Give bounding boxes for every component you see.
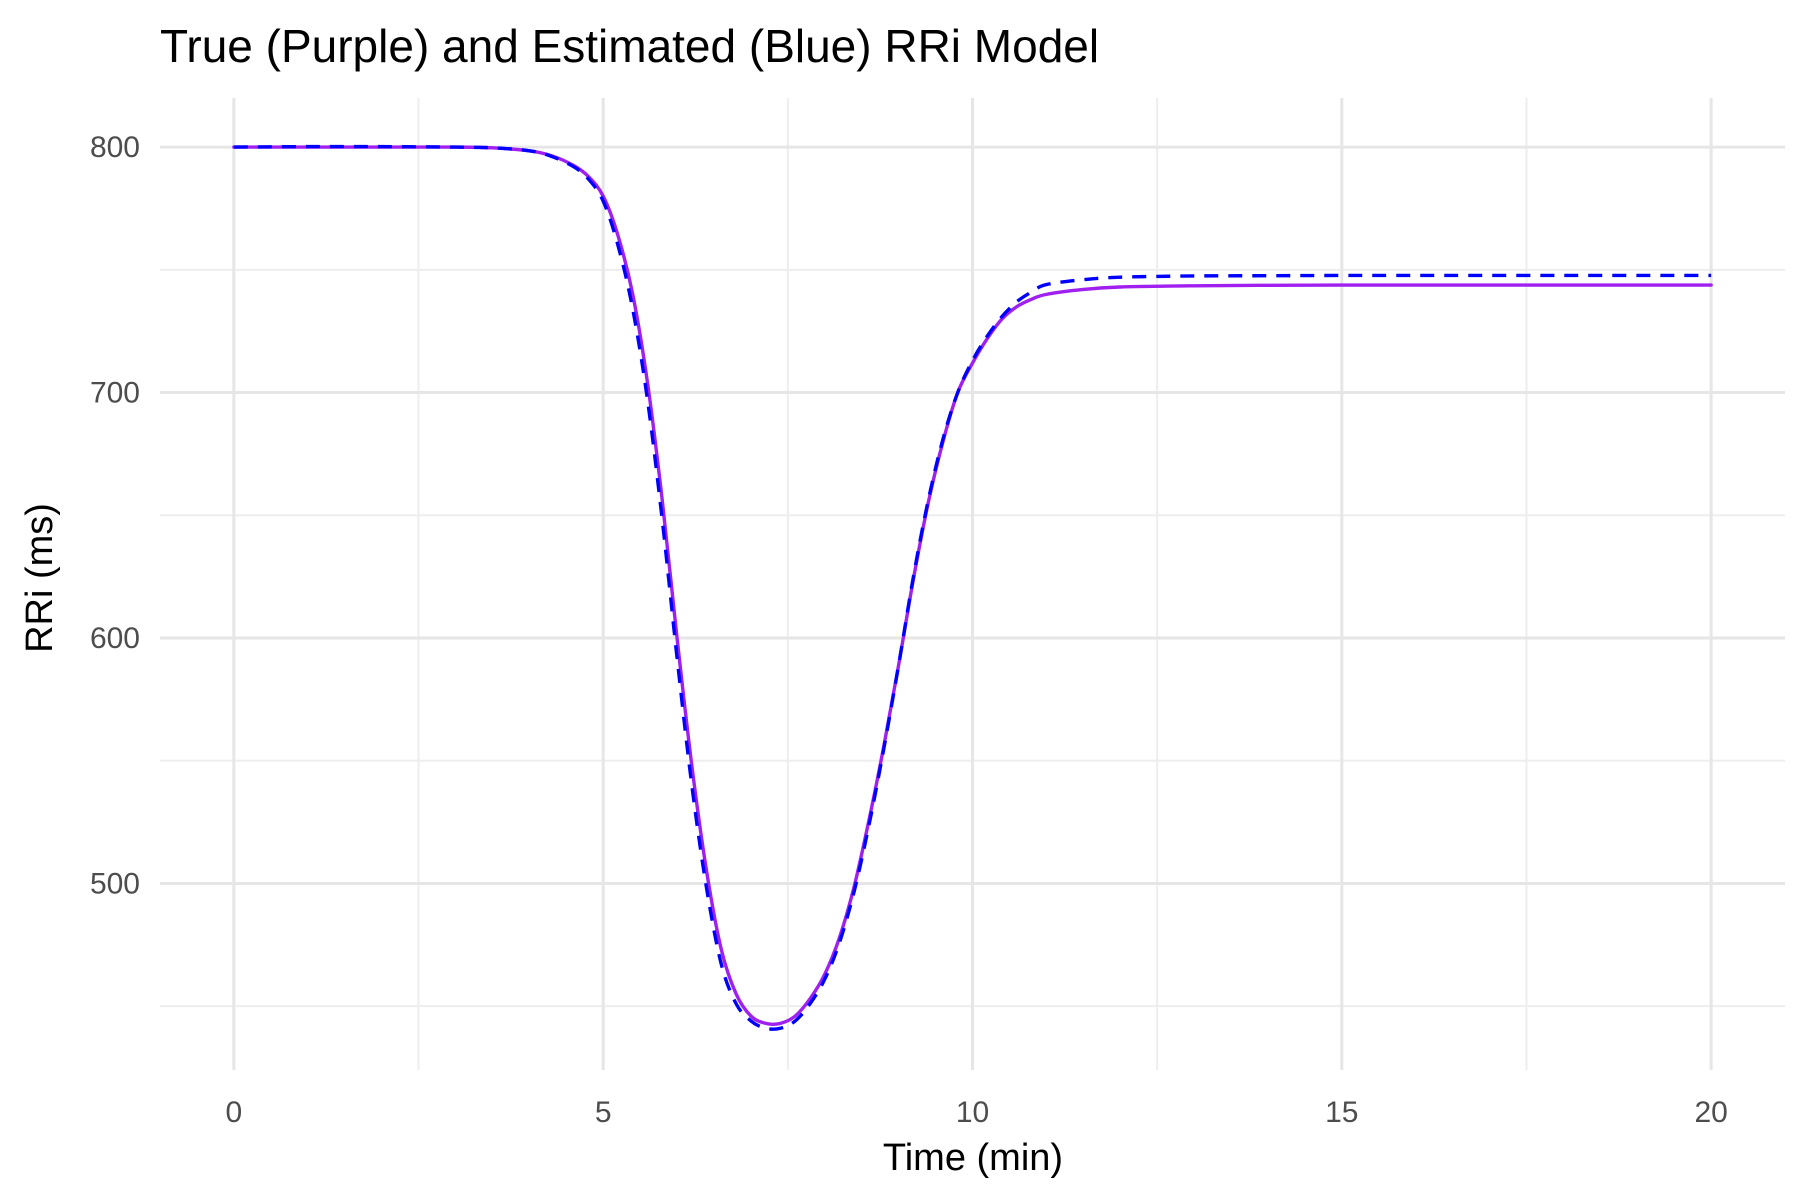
- x-axis-ticks: 0 5 10 15 20: [226, 1096, 1728, 1129]
- y-tick-label: 600: [90, 622, 140, 655]
- y-axis-ticks: 500 600 700 800: [90, 131, 140, 900]
- y-tick-label: 800: [90, 131, 140, 164]
- x-tick-label: 0: [226, 1096, 243, 1129]
- x-tick-label: 15: [1325, 1096, 1358, 1129]
- x-tick-label: 20: [1694, 1096, 1727, 1129]
- x-tick-label: 10: [956, 1096, 989, 1129]
- chart-title: True (Purple) and Estimated (Blue) RRi M…: [160, 20, 1099, 72]
- y-tick-label: 700: [90, 377, 140, 410]
- estimated-series-line: [233, 144, 1712, 1031]
- series-lines: [232, 144, 1713, 1031]
- grid: [160, 98, 1785, 1070]
- y-axis-title: RRi (ms): [19, 503, 61, 653]
- true-series-line: [232, 145, 1713, 1026]
- x-axis-title: Time (min): [883, 1137, 1063, 1179]
- x-tick-label: 5: [595, 1096, 612, 1129]
- y-tick-label: 500: [90, 867, 140, 900]
